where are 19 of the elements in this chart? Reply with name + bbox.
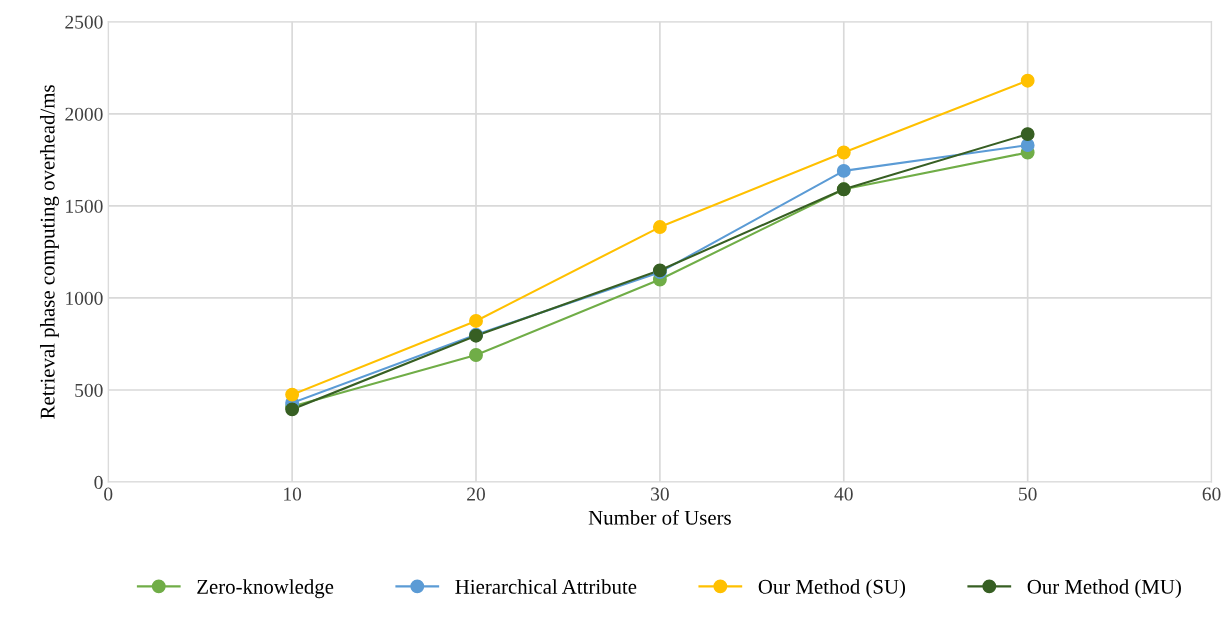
legend-label: Our Method (SU)	[758, 579, 906, 599]
y-tick-label: 1500	[66, 199, 103, 213]
x-tick-label: 20	[467, 487, 485, 501]
x-axis-title: Number of Users	[588, 509, 731, 525]
x-tick-label: 60	[1202, 487, 1221, 501]
legend-label: Hierarchical Attribute	[455, 579, 637, 594]
x-tick-label: 10	[284, 487, 302, 501]
y-tick-label: 500	[75, 383, 103, 397]
legend-label: Our Method (MU)	[1027, 579, 1181, 599]
y-tick-label: 0	[94, 475, 103, 489]
legend-label: Zero-knowledge	[197, 579, 334, 599]
x-tick-label: 30	[651, 487, 669, 501]
y-tick-label: 1000	[66, 291, 103, 305]
x-tick-label: 50	[1019, 487, 1037, 501]
y-tick-label: 2000	[65, 107, 103, 121]
x-tick-label: 40	[834, 487, 853, 501]
x-tick-label: 0	[104, 487, 113, 501]
y-axis-title: Retrieval phase computing overhead/ms	[39, 85, 59, 419]
y-tick-label: 2500	[65, 15, 103, 29]
